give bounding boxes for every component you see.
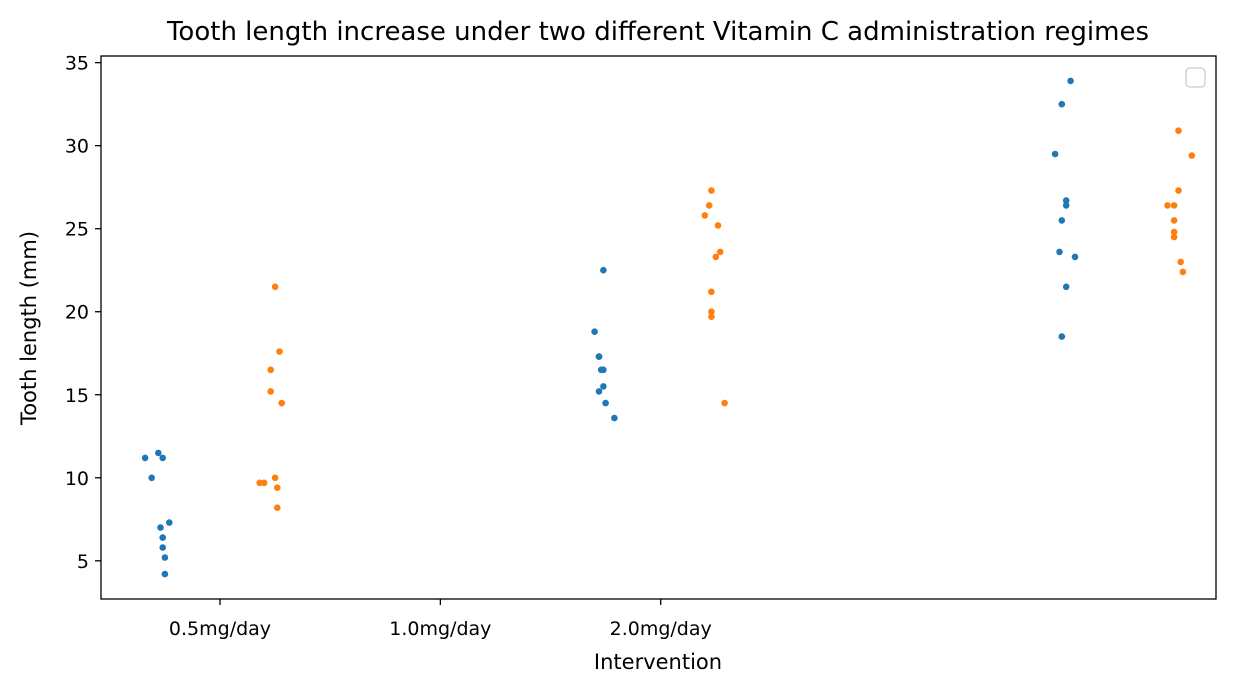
chart-title: Tooth length increase under two differen… xyxy=(166,17,1149,47)
y-tick-label: 10 xyxy=(65,468,89,490)
data-point xyxy=(714,222,722,229)
data-point xyxy=(701,212,709,219)
data-point xyxy=(595,388,603,395)
x-axis: 0.5mg/day 1.0mg/day 2.0mg/day xyxy=(169,599,712,640)
data-point xyxy=(1062,197,1070,204)
data-point xyxy=(1170,228,1178,236)
data-point xyxy=(271,283,279,291)
plot-frame xyxy=(100,55,1217,600)
data-point xyxy=(1170,233,1178,241)
data-point xyxy=(1188,152,1196,159)
data-point xyxy=(1170,202,1178,209)
legend-box xyxy=(1185,67,1206,88)
data-point xyxy=(1062,202,1070,209)
x-tick-label: 0.5mg/day xyxy=(169,618,271,640)
data-point xyxy=(591,328,598,336)
data-point xyxy=(267,366,275,374)
data-point xyxy=(155,449,162,457)
data-point xyxy=(157,524,164,531)
data-point xyxy=(148,474,155,482)
data-point xyxy=(712,253,720,261)
data-point xyxy=(141,454,149,462)
x-axis-label: Intervention xyxy=(594,650,722,674)
data-point xyxy=(716,248,724,256)
data-point xyxy=(1179,268,1187,276)
y-axis-label: Tooth length (mm) xyxy=(17,231,41,426)
data-point xyxy=(274,484,281,492)
data-point xyxy=(1164,202,1171,209)
x-tick-label: 1.0mg/day xyxy=(389,618,491,640)
data-point xyxy=(1071,253,1079,261)
data-point xyxy=(602,399,609,407)
series-1 xyxy=(141,77,1079,578)
data-point xyxy=(611,414,618,422)
data-point xyxy=(705,202,713,209)
data-point xyxy=(267,388,275,395)
x-tick-label: 2.0mg/day xyxy=(610,618,712,640)
data-point xyxy=(1170,217,1178,224)
data-point xyxy=(708,288,715,296)
series-2 xyxy=(256,127,1196,512)
y-tick-label: 20 xyxy=(65,302,89,324)
data-point xyxy=(278,399,286,407)
data-point xyxy=(276,348,283,355)
data-point xyxy=(1175,187,1182,194)
data-point xyxy=(159,544,166,551)
y-tick-label: 5 xyxy=(77,551,89,573)
data-point xyxy=(166,519,173,526)
data-point xyxy=(159,454,166,462)
data-point xyxy=(1058,217,1066,224)
y-tick-label: 35 xyxy=(65,53,89,75)
data-point xyxy=(1056,248,1063,256)
data-point xyxy=(1177,258,1184,266)
data-point xyxy=(600,266,607,274)
data-point xyxy=(1067,77,1074,85)
data-point xyxy=(1062,283,1070,291)
data-point xyxy=(708,187,715,194)
data-point xyxy=(256,479,264,487)
data-point xyxy=(1175,127,1182,134)
data-point xyxy=(271,474,279,482)
data-point xyxy=(1058,333,1066,340)
data-point xyxy=(708,308,715,316)
data-point xyxy=(159,534,166,541)
data-point xyxy=(721,399,728,407)
y-tick-label: 30 xyxy=(65,136,89,158)
data-point xyxy=(1051,150,1059,158)
data-point xyxy=(600,366,607,374)
plot-area xyxy=(141,77,1196,578)
data-point xyxy=(1058,100,1066,108)
data-point xyxy=(161,554,169,561)
y-tick-label: 15 xyxy=(65,385,89,407)
data-point xyxy=(708,313,715,321)
data-point xyxy=(274,504,281,512)
data-point xyxy=(161,570,169,578)
y-tick-label: 25 xyxy=(65,219,89,241)
data-point xyxy=(595,353,603,360)
data-point xyxy=(600,383,607,390)
y-axis: 5 10 15 20 25 30 35 xyxy=(65,53,101,573)
